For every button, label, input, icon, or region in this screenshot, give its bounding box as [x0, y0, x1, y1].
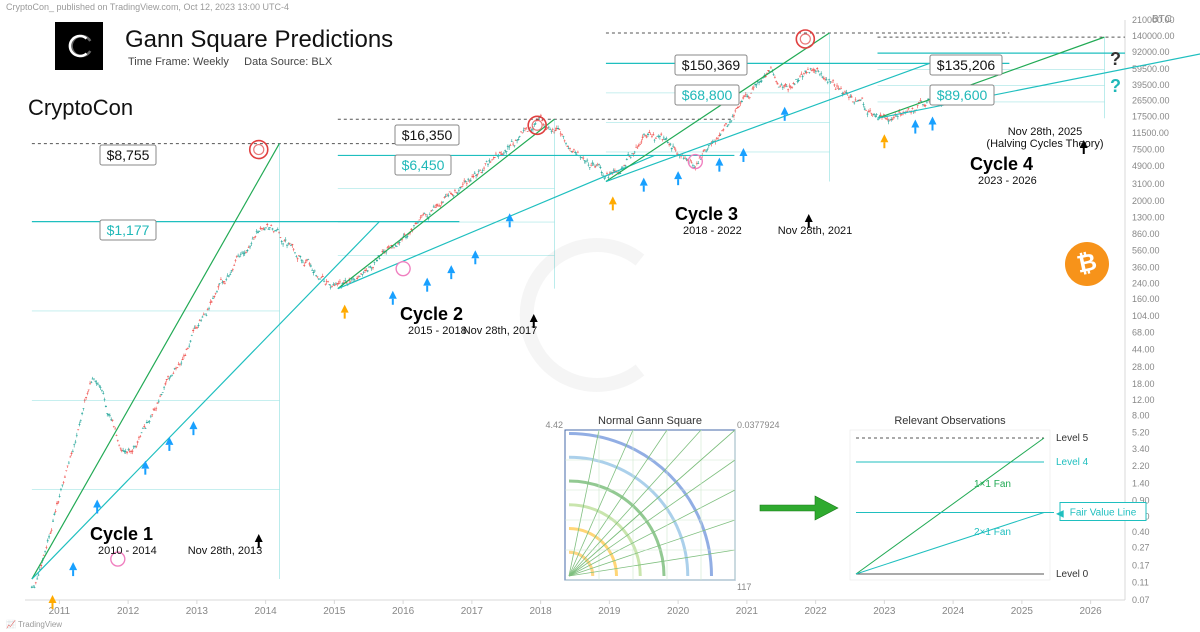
svg-text:$8,755: $8,755 — [107, 147, 150, 163]
svg-text:2012: 2012 — [117, 606, 140, 617]
svg-text:860.00: 860.00 — [1132, 229, 1160, 239]
svg-text:2018: 2018 — [530, 606, 553, 617]
svg-text:210000.00: 210000.00 — [1132, 15, 1175, 25]
svg-text:2020: 2020 — [667, 606, 690, 617]
svg-text:2017: 2017 — [461, 606, 484, 617]
svg-text:2013: 2013 — [186, 606, 209, 617]
svg-text:Cycle 2: Cycle 2 — [400, 304, 463, 324]
svg-text:2×1 Fan: 2×1 Fan — [974, 527, 1011, 538]
svg-text:4900.00: 4900.00 — [1132, 161, 1165, 171]
svg-text:$68,800: $68,800 — [682, 87, 733, 103]
svg-text:Cycle 3: Cycle 3 — [675, 204, 738, 224]
svg-text:2016: 2016 — [392, 606, 415, 617]
svg-text:12.00: 12.00 — [1132, 395, 1155, 405]
svg-text:Normal Gann Square: Normal Gann Square — [598, 415, 702, 427]
svg-text:?: ? — [1110, 49, 1121, 69]
svg-text:2015 - 2018: 2015 - 2018 — [408, 325, 467, 337]
svg-text:2021: 2021 — [736, 606, 759, 617]
svg-text:Nov 28th, 2021: Nov 28th, 2021 — [778, 225, 853, 237]
svg-text:560.00: 560.00 — [1132, 245, 1160, 255]
svg-text:11500.00: 11500.00 — [1132, 128, 1169, 138]
svg-text:117: 117 — [737, 582, 751, 592]
svg-text:Nov 28th, 2025: Nov 28th, 2025 — [1008, 126, 1083, 138]
svg-text:44.00: 44.00 — [1132, 344, 1155, 354]
svg-text:2022: 2022 — [805, 606, 828, 617]
svg-text:3.40: 3.40 — [1132, 444, 1150, 454]
svg-text:2015: 2015 — [323, 606, 346, 617]
svg-text:240.00: 240.00 — [1132, 278, 1160, 288]
svg-text:92000.00: 92000.00 — [1132, 47, 1170, 57]
svg-text:$16,350: $16,350 — [402, 127, 453, 143]
svg-text:104.00: 104.00 — [1132, 311, 1160, 321]
svg-text:360.00: 360.00 — [1132, 263, 1160, 273]
svg-text:8.00: 8.00 — [1132, 411, 1150, 421]
svg-text:3100.00: 3100.00 — [1132, 179, 1165, 189]
svg-text:Nov 28th, 2013: Nov 28th, 2013 — [188, 545, 263, 557]
svg-text:17500.00: 17500.00 — [1132, 112, 1170, 122]
svg-text:59500.00: 59500.00 — [1132, 64, 1170, 74]
chart-canvas: 2011201220132014201520162017201820192020… — [0, 0, 1200, 632]
svg-text:Fair Value Line: Fair Value Line — [1070, 508, 1137, 519]
svg-text:2019: 2019 — [598, 606, 621, 617]
svg-text:(Halving Cycles Theory): (Halving Cycles Theory) — [986, 138, 1103, 150]
svg-text:1.40: 1.40 — [1132, 478, 1150, 488]
svg-text:39500.00: 39500.00 — [1132, 80, 1170, 90]
svg-text:68.00: 68.00 — [1132, 327, 1155, 337]
svg-text:$1,177: $1,177 — [107, 222, 150, 238]
svg-text:0.40: 0.40 — [1132, 527, 1150, 537]
svg-text:Level 4: Level 4 — [1056, 457, 1089, 468]
svg-text:2023: 2023 — [873, 606, 896, 617]
svg-text:0.07: 0.07 — [1132, 595, 1150, 605]
svg-text:7500.00: 7500.00 — [1132, 145, 1165, 155]
svg-text:◀: ◀ — [1056, 509, 1064, 520]
svg-text:0.27: 0.27 — [1132, 543, 1150, 553]
svg-text:Level 0: Level 0 — [1056, 569, 1089, 580]
svg-text:0.17: 0.17 — [1132, 560, 1150, 570]
svg-text:5.20: 5.20 — [1132, 427, 1150, 437]
svg-text:2018 - 2022: 2018 - 2022 — [683, 225, 742, 237]
svg-text:2025: 2025 — [1011, 606, 1034, 617]
svg-text:$89,600: $89,600 — [937, 87, 988, 103]
svg-text:2026: 2026 — [1080, 606, 1103, 617]
svg-text:Cycle 1: Cycle 1 — [90, 524, 153, 544]
svg-text:2023 - 2026: 2023 - 2026 — [978, 175, 1037, 187]
svg-text:140000.00: 140000.00 — [1132, 31, 1175, 41]
svg-text:18.00: 18.00 — [1132, 379, 1155, 389]
svg-text:28.00: 28.00 — [1132, 362, 1155, 372]
svg-text:2024: 2024 — [942, 606, 965, 617]
svg-text:2014: 2014 — [255, 606, 278, 617]
svg-text:0.11: 0.11 — [1132, 577, 1149, 587]
svg-text:1300.00: 1300.00 — [1132, 213, 1165, 223]
svg-text:Level 5: Level 5 — [1056, 433, 1089, 444]
svg-text:$150,369: $150,369 — [682, 57, 741, 73]
svg-text:2010 - 2014: 2010 - 2014 — [98, 545, 157, 557]
svg-text:2.20: 2.20 — [1132, 461, 1150, 471]
svg-text:$6,450: $6,450 — [402, 157, 445, 173]
svg-text:?: ? — [1110, 76, 1121, 96]
svg-text:1×1 Fan: 1×1 Fan — [974, 479, 1011, 490]
svg-text:$135,206: $135,206 — [937, 57, 996, 73]
svg-text:0.0377924: 0.0377924 — [737, 420, 780, 430]
svg-text:Relevant Observations: Relevant Observations — [894, 415, 1006, 427]
svg-text:2000.00: 2000.00 — [1132, 196, 1165, 206]
tradingview-footer: 📈 TradingView — [6, 620, 62, 629]
svg-text:4.42: 4.42 — [545, 420, 563, 430]
svg-text:26500.00: 26500.00 — [1132, 95, 1170, 105]
svg-text:Cycle 4: Cycle 4 — [970, 154, 1033, 174]
svg-text:160.00: 160.00 — [1132, 294, 1160, 304]
